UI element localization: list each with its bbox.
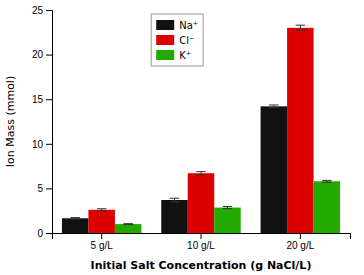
tick-label: 0	[37, 228, 43, 239]
tick-label: 20 g/L	[286, 240, 314, 251]
tick-label: 20	[32, 49, 44, 60]
legend-label: K⁺	[179, 50, 191, 61]
bar	[261, 106, 287, 233]
error-bar	[196, 172, 206, 175]
tick: 25	[32, 5, 52, 16]
tick-mark	[46, 55, 52, 56]
error-bar	[322, 180, 332, 182]
legend-swatch	[156, 50, 174, 60]
bar	[62, 218, 88, 233]
bar	[188, 173, 214, 233]
bar	[314, 181, 340, 233]
legend-item: K⁺	[156, 50, 191, 61]
tick-mark	[46, 233, 52, 234]
tick-label: 10 g/L	[187, 240, 215, 251]
tick: 15	[32, 94, 52, 105]
error-bar	[223, 207, 233, 209]
tick: 20	[32, 49, 52, 60]
plot: 5 g/L 10 g/L 20 g/L 0 5 10 15 20 25 Na⁺ Cl⁻ K⁺	[32, 5, 351, 251]
legend: Na⁺ Cl⁻ K⁺	[151, 14, 203, 66]
series	[62, 105, 287, 233]
tick-mark	[300, 233, 301, 239]
tick: 0	[37, 228, 52, 239]
tick: 10	[32, 139, 52, 150]
bar	[214, 208, 240, 233]
tick-label: 15	[32, 94, 44, 105]
legend-item: Cl⁻	[156, 35, 194, 46]
error-bar	[97, 209, 107, 211]
series	[115, 180, 340, 233]
x-axis: 5 g/L 10 g/L 20 g/L	[53, 233, 351, 251]
tick-mark	[46, 144, 52, 145]
tick-mark	[101, 233, 102, 239]
error-bar	[70, 218, 80, 219]
y-axis: 0 5 10 15 20 25	[32, 5, 53, 239]
x-axis-title: Initial Salt Concentration (g NaCl/L)	[91, 259, 312, 272]
legend-label: Na⁺	[179, 20, 198, 31]
legend-label: Cl⁻	[179, 35, 194, 46]
tick: 20 g/L	[286, 233, 314, 251]
tick: 5 g/L	[91, 233, 114, 251]
tick-mark	[46, 99, 52, 100]
error-bar	[296, 25, 306, 30]
tick-label: 5	[37, 183, 43, 194]
y-axis-title: Ion Mass (mmol)	[4, 76, 17, 167]
bar	[88, 210, 114, 233]
legend-item: Na⁺	[156, 20, 198, 31]
legend-swatch	[156, 20, 174, 30]
legend-frame	[151, 14, 203, 66]
bar	[161, 200, 187, 233]
bar	[115, 224, 141, 233]
chart: 5 g/L 10 g/L 20 g/L 0 5 10 15 20 25 Na⁺ Cl⁻ K⁺ Initi…	[0, 0, 364, 275]
tick: 10 g/L	[187, 233, 215, 251]
legend-swatch	[156, 35, 174, 45]
axis-line	[53, 234, 351, 240]
tick-label: 10	[32, 139, 44, 150]
tick-mark	[201, 233, 202, 239]
tick-mark	[46, 10, 52, 11]
axis-line	[46, 11, 53, 234]
tick-mark	[46, 188, 52, 189]
tick-label: 5 g/L	[91, 240, 114, 251]
bar	[287, 28, 313, 233]
error-bar	[123, 223, 133, 225]
error-bar	[170, 198, 180, 202]
tick: 5	[37, 183, 52, 194]
tick-label: 25	[32, 5, 44, 16]
error-bar	[269, 105, 279, 108]
